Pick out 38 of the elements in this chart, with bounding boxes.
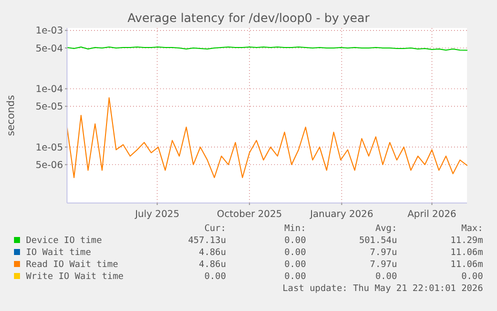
text: 11.06m [450,260,483,270]
y-axis-title: seconds [6,95,17,136]
legend-label: IO Wait time [26,248,92,258]
text: Last update: Thu May 21 22:01:01 2026 [282,284,483,294]
legend-label: Write IO Wait time [26,272,124,282]
text: 7.97u [370,260,397,270]
x-tick-label: January 2026 [309,209,374,220]
text: Avg: [375,224,397,234]
y-tick-label: 1e-04 [36,84,63,96]
text: 0.00 [284,236,306,246]
x-tick-label: October 2025 [216,209,282,220]
y-tick-label: 1e-05 [36,142,63,154]
text: 4.86u [198,248,226,258]
text: 0.00 [375,272,397,282]
text: 0.00 [204,272,226,282]
text: 4.86u [198,260,226,270]
text: 501.54u [359,236,397,246]
text: 0.00 [284,248,306,258]
text: 7.97u [370,248,397,258]
text: Min: [284,224,306,234]
legend-label: Device IO time [26,236,102,246]
legend-label: Read IO Wait time [26,260,118,270]
y-tick-label: 5e-04 [36,43,63,54]
text: 0.00 [284,260,306,270]
text: 11.06m [450,248,483,258]
text: 0.00 [461,272,483,282]
y-tick-label: 1e-03 [36,26,63,37]
chart-title: Average latency for /dev/loop0 - by year [127,11,370,25]
x-tick-label: July 2025 [134,209,180,220]
y-tick-label: 5e-06 [36,160,63,171]
text: 11.29m [450,236,483,246]
text: 457.13u [188,236,226,246]
y-tick-label: 5e-05 [36,102,63,113]
line-series [66,97,468,178]
text: Max: [461,224,483,234]
text: Cur: [204,224,226,234]
x-tick-label: April 2026 [407,209,456,220]
text: 0.00 [284,272,306,282]
